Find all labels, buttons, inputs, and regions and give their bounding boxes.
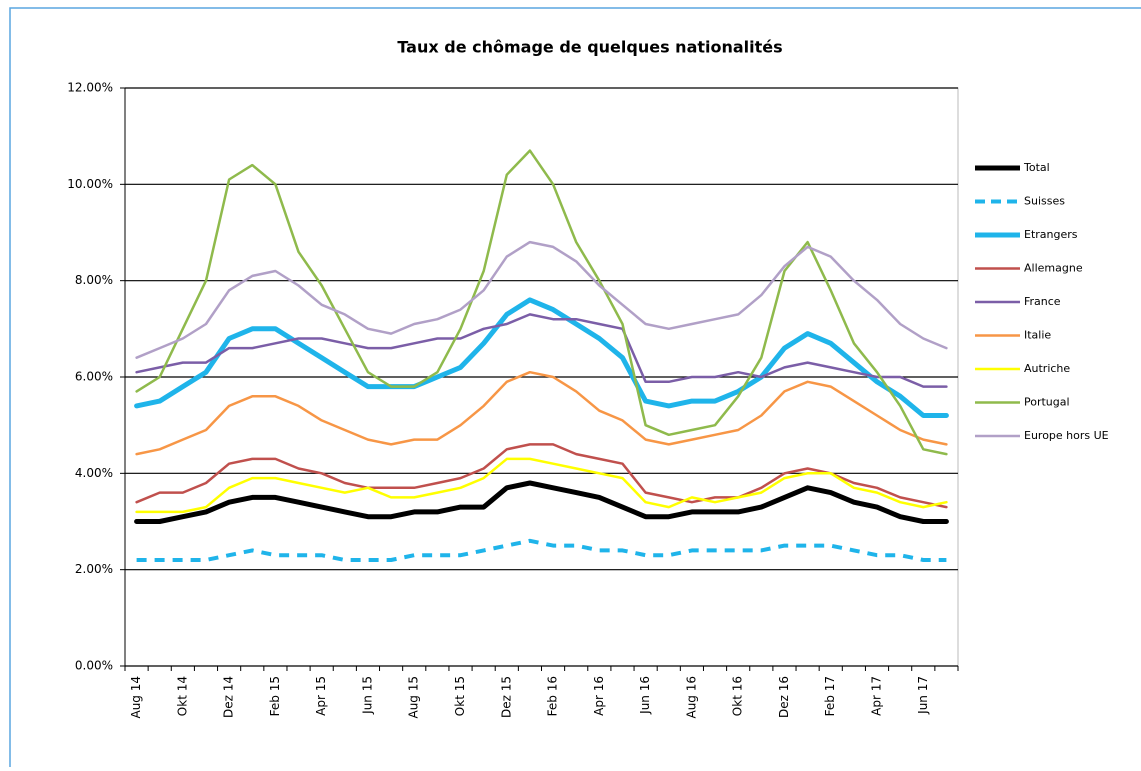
series-line (134, 297, 949, 418)
y-tick-label: 4.00% (75, 466, 113, 480)
x-tick-label: Okt 16 (731, 676, 745, 716)
legend-label: Italie (1024, 329, 1051, 342)
legend-label: Total (1023, 161, 1050, 174)
x-tick-label: Dez 14 (222, 676, 236, 718)
series-line (135, 457, 948, 514)
legend-label: Allemagne (1024, 262, 1083, 275)
series-line (135, 313, 948, 388)
x-tick-label: Dez 16 (777, 676, 791, 718)
x-tick-label: Jun 17 (916, 676, 930, 715)
legend-label: Portugal (1024, 396, 1070, 409)
x-tick-label: Feb 16 (546, 676, 560, 716)
legend-label: Autriche (1024, 362, 1070, 375)
y-tick-label: 2.00% (75, 562, 113, 576)
y-tick-label: 6.00% (75, 370, 113, 384)
x-tick-label: Aug 14 (129, 676, 143, 719)
series-line (134, 480, 949, 524)
legend-label: France (1024, 295, 1061, 308)
y-tick-label: 10.00% (67, 177, 113, 191)
x-tick-label: Feb 17 (823, 676, 837, 716)
series-line (135, 370, 948, 456)
x-tick-label: Okt 15 (453, 676, 467, 716)
x-tick-label: Dez 15 (499, 676, 513, 718)
series-line (135, 149, 948, 456)
x-tick-label: Apr 16 (592, 676, 606, 716)
legend-label: Europe hors UE (1024, 429, 1109, 442)
x-tick-label: Aug 16 (684, 676, 698, 719)
x-tick-label: Jun 16 (638, 676, 652, 715)
chart-title: Taux de chômage de quelques nationalités (397, 38, 782, 57)
x-tick-label: Feb 15 (268, 676, 282, 716)
x-tick-label: Okt 14 (175, 676, 189, 716)
y-tick-label: 12.00% (67, 81, 113, 95)
series-line (135, 443, 948, 509)
x-tick-label: Apr 15 (314, 676, 328, 716)
legend-label: Suisses (1024, 195, 1065, 208)
y-tick-label: 8.00% (75, 273, 113, 287)
x-tick-label: Aug 15 (407, 676, 421, 719)
legend-label: Etrangers (1024, 228, 1078, 241)
y-tick-label: 0.00% (75, 659, 113, 673)
x-tick-label: Apr 17 (870, 676, 884, 716)
series-line (135, 240, 948, 359)
x-tick-label: Jun 15 (360, 676, 374, 715)
